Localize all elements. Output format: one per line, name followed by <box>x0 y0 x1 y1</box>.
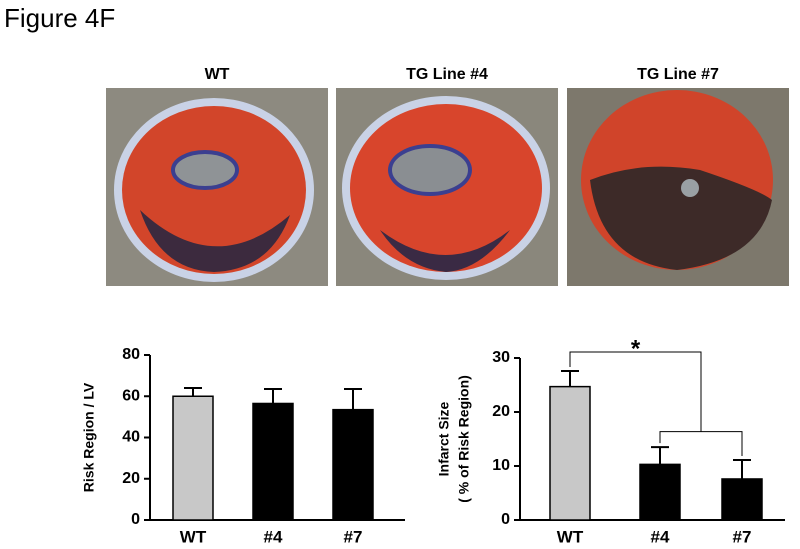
x-tick-label: #7 <box>733 527 752 546</box>
image-label: TG Line #4 <box>406 66 488 83</box>
bar <box>639 463 681 521</box>
y-tick-label: 80 <box>122 346 140 363</box>
x-tick-label: WT <box>180 527 207 546</box>
y-tick-label: 40 <box>122 429 140 446</box>
infarct <box>590 166 772 270</box>
lumen <box>681 179 699 197</box>
x-tick-label: #7 <box>344 527 363 546</box>
infarct <box>140 210 290 272</box>
photos <box>106 88 789 286</box>
y-tick-label: 0 <box>131 511 140 528</box>
bar <box>549 385 591 521</box>
image-label: WT <box>205 66 230 83</box>
lumen <box>388 144 472 196</box>
bar <box>721 478 763 521</box>
y-tick-label: 0 <box>501 511 510 528</box>
image-label: TG Line #7 <box>637 66 719 83</box>
y-tick-label: 30 <box>492 349 510 366</box>
figure-title: Figure 4F <box>4 3 115 33</box>
y-tick-label: 20 <box>122 470 140 487</box>
bar <box>172 395 214 521</box>
annotation: * <box>631 335 641 362</box>
y-tick-label: 60 <box>122 387 140 404</box>
y-axis-label: Infarct Size <box>436 401 452 476</box>
infarct <box>380 230 510 272</box>
lumen <box>171 150 239 190</box>
y-tick-label: 20 <box>492 403 510 420</box>
y-axis-label: Risk Region / LV <box>81 382 97 492</box>
bar <box>332 408 374 521</box>
x-tick-label: #4 <box>651 527 670 546</box>
x-tick-label: WT <box>557 527 584 546</box>
y-tick-label: 10 <box>492 457 510 474</box>
bar <box>252 402 294 521</box>
significance-bracket <box>569 351 743 457</box>
y-axis-label: ( % of Risk Region) <box>456 375 472 503</box>
x-tick-label: #4 <box>264 527 283 546</box>
